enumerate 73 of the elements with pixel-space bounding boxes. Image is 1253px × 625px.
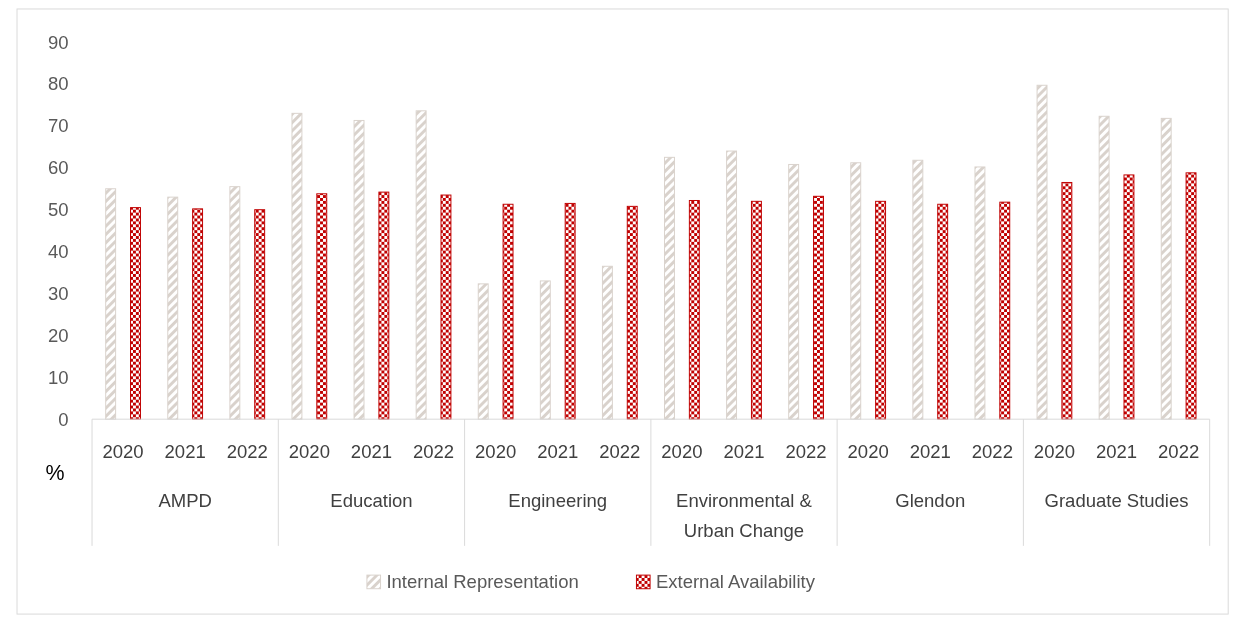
bar [477, 283, 489, 420]
bar [415, 110, 427, 420]
bar [254, 209, 266, 420]
bar [378, 191, 390, 420]
x-tick-label: 2022 [412, 440, 455, 462]
bar [564, 202, 576, 420]
bar [105, 188, 117, 420]
y-tick-label: 90 [48, 31, 69, 53]
bar [726, 150, 738, 420]
text: Glendon [895, 489, 966, 511]
x-tick-label: 2020 [102, 440, 144, 462]
bar [440, 194, 452, 420]
x-tick-label: 2021 [164, 440, 206, 462]
bar [539, 280, 551, 420]
x-tick-label: 2020 [661, 440, 703, 462]
bar [1160, 117, 1172, 420]
x-tick-label: 2020 [847, 440, 889, 462]
bar [999, 201, 1011, 420]
y-tick-label: 20 [48, 324, 69, 346]
y-tick-label: 40 [48, 241, 69, 263]
bar [1185, 172, 1197, 420]
y-tick-label: 10 [48, 366, 69, 388]
x-tick-label: 2021 [723, 440, 765, 462]
bar [130, 207, 141, 420]
bar [1098, 115, 1110, 420]
legend-label: External Availability [655, 571, 816, 593]
bar [316, 193, 328, 420]
bar [1036, 84, 1048, 420]
bar [192, 208, 204, 420]
bar [664, 156, 675, 420]
bar [502, 203, 514, 420]
bar [167, 196, 179, 420]
x-tick-label: 2022 [226, 440, 268, 462]
bar [974, 166, 986, 420]
x-tick-label: 2021 [537, 440, 579, 462]
bar [850, 162, 862, 420]
x-tick-label: 2022 [971, 440, 1013, 462]
bar [626, 205, 638, 420]
bar [813, 195, 824, 420]
x-tick-label: 2022 [1158, 440, 1200, 462]
legend-label: Internal Representation [386, 571, 579, 593]
text: AMPD [158, 489, 212, 511]
bar [688, 199, 700, 420]
x-tick-label: 2020 [1033, 440, 1076, 462]
text: Environmental & Urban Change [676, 489, 813, 541]
bar [937, 203, 949, 420]
y-tick-label: 60 [48, 157, 69, 179]
text: Education [330, 489, 413, 511]
bar [353, 119, 365, 420]
y-tick-label: 0 [58, 408, 69, 430]
x-tick-label: 2020 [288, 440, 330, 462]
text: Engineering [508, 489, 608, 511]
y-tick-label: 80 [48, 73, 69, 95]
x-tick-label: 2021 [1095, 440, 1138, 462]
bar [875, 200, 887, 420]
bar [601, 265, 613, 420]
text: Graduate Studies [1044, 489, 1189, 511]
x-tick-label: 2021 [350, 440, 393, 462]
bar [912, 159, 924, 420]
bar [1061, 181, 1073, 420]
x-tick-label: 2020 [475, 440, 517, 462]
bar [788, 163, 800, 420]
bar [229, 186, 241, 420]
y-tick-label: 70 [48, 115, 69, 137]
y-axis-title: % [45, 461, 65, 486]
bar [750, 200, 762, 420]
y-tick-label: 30 [48, 282, 69, 304]
x-tick-label: 2021 [909, 440, 951, 462]
x-tick-label: 2022 [785, 440, 827, 462]
y-tick-label: 50 [48, 199, 69, 221]
x-tick-label: 2022 [599, 440, 641, 462]
bar [1123, 174, 1135, 420]
bar [291, 112, 303, 420]
